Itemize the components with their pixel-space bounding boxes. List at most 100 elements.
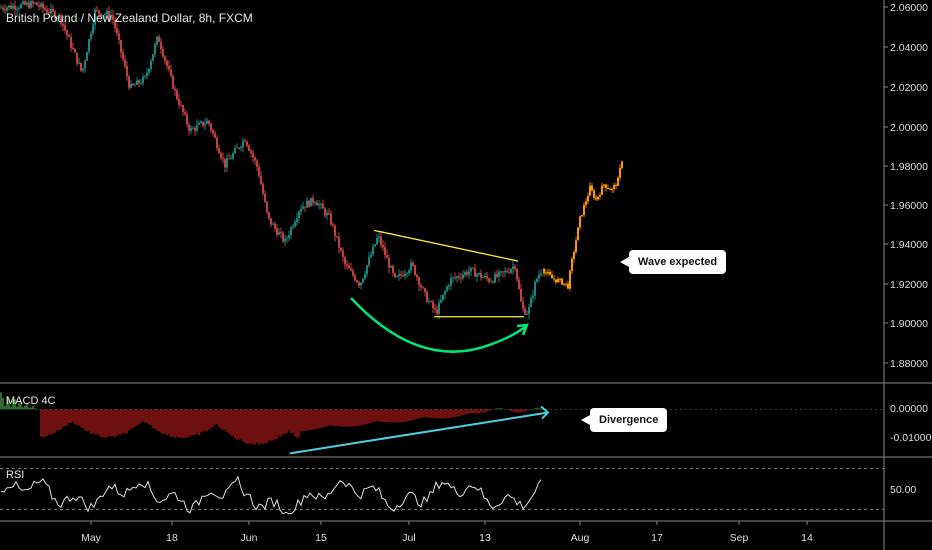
candle-body bbox=[116, 28, 118, 34]
candle-body bbox=[524, 308, 526, 315]
candle-body bbox=[30, 1, 32, 8]
candle-body bbox=[12, 5, 14, 9]
candle-body bbox=[414, 265, 416, 275]
candle-body bbox=[368, 257, 370, 266]
candle-body bbox=[100, 13, 102, 17]
candle-body bbox=[392, 266, 394, 273]
candle-body bbox=[432, 301, 434, 309]
candle-body bbox=[170, 69, 172, 76]
candle-body bbox=[20, 4, 22, 8]
candle-body bbox=[206, 120, 208, 124]
candle-body bbox=[216, 137, 218, 149]
candle-body bbox=[156, 36, 158, 45]
projection-body bbox=[561, 278, 563, 285]
candle-body bbox=[92, 24, 94, 34]
candle-body bbox=[126, 66, 128, 77]
candle-body bbox=[36, 2, 38, 6]
candle-body bbox=[200, 121, 202, 123]
candle-body bbox=[370, 254, 372, 258]
candle-body bbox=[142, 76, 144, 84]
candle-body bbox=[340, 247, 342, 251]
time-tick-label: 14 bbox=[801, 532, 813, 544]
candle-body bbox=[536, 278, 538, 282]
candle-body bbox=[462, 274, 464, 279]
candle-body bbox=[130, 83, 132, 88]
candle-body bbox=[54, 11, 56, 19]
candle-body bbox=[98, 10, 100, 14]
macd-tick-label: -0.01000 bbox=[890, 432, 932, 444]
candle-body bbox=[352, 270, 354, 276]
candle-body bbox=[306, 200, 308, 208]
candle-body bbox=[68, 35, 70, 38]
candle-body bbox=[394, 272, 396, 278]
candle-body bbox=[240, 146, 242, 149]
time-tick-label: 13 bbox=[479, 532, 491, 544]
candle-body bbox=[234, 148, 236, 154]
candle-body bbox=[96, 9, 98, 11]
divergence-callout: Divergence bbox=[580, 408, 668, 432]
candle-body bbox=[416, 274, 418, 278]
candle-body bbox=[42, 3, 44, 9]
candle-body bbox=[514, 266, 516, 269]
candle-body bbox=[56, 17, 58, 19]
candle-body bbox=[374, 244, 376, 247]
candle-body bbox=[46, 9, 48, 13]
candle-body bbox=[540, 273, 542, 276]
candle-body bbox=[488, 278, 490, 282]
candle-body bbox=[388, 257, 390, 268]
candle-body bbox=[330, 213, 332, 225]
candle-body bbox=[332, 224, 334, 226]
candle-body bbox=[76, 52, 78, 64]
candle-body bbox=[396, 276, 398, 278]
candle-body bbox=[298, 211, 300, 219]
candle-body bbox=[478, 273, 480, 275]
candle-body bbox=[184, 111, 186, 115]
candle-body bbox=[254, 157, 256, 161]
projection-body bbox=[619, 167, 621, 178]
candle-body bbox=[2, 7, 4, 10]
candle-body bbox=[274, 223, 276, 229]
projection-body bbox=[585, 201, 587, 205]
candle-body bbox=[86, 52, 88, 61]
candle-body bbox=[530, 297, 532, 308]
candle-body bbox=[512, 266, 514, 270]
candle-body bbox=[160, 41, 162, 50]
candle-body bbox=[70, 37, 72, 48]
candle-body bbox=[418, 277, 420, 286]
curve-arrowhead bbox=[516, 323, 529, 336]
candle-body bbox=[118, 33, 120, 40]
candle-body bbox=[312, 197, 314, 203]
price-tick-label: 2.06000 bbox=[890, 2, 928, 14]
candle-body bbox=[94, 9, 96, 25]
projection-body bbox=[599, 194, 601, 197]
candle-body bbox=[296, 218, 298, 222]
candle-body bbox=[526, 314, 528, 315]
candle-body bbox=[58, 14, 60, 18]
candle-body bbox=[244, 140, 246, 142]
projection-body bbox=[569, 270, 571, 289]
candle-body bbox=[74, 48, 76, 53]
candle-body bbox=[166, 60, 168, 67]
projection-body bbox=[579, 216, 581, 228]
projection-body bbox=[567, 283, 569, 289]
candle-body bbox=[470, 267, 472, 272]
candle-body bbox=[310, 197, 312, 207]
candle-body bbox=[434, 308, 436, 310]
candle-body bbox=[152, 54, 154, 62]
candle-body bbox=[342, 250, 344, 258]
candle-body bbox=[230, 158, 232, 160]
rsi-series-line bbox=[0, 475, 542, 515]
candle-body bbox=[62, 23, 64, 26]
wave-expected-callout: Wave expected bbox=[619, 250, 727, 274]
projection-body bbox=[595, 197, 597, 200]
macd-tick-label: 0.00000 bbox=[890, 403, 928, 415]
candle-body bbox=[202, 121, 204, 126]
candle-body bbox=[182, 105, 184, 112]
price-tick-label: 1.92000 bbox=[890, 279, 928, 291]
candle-body bbox=[138, 80, 140, 84]
candle-body bbox=[484, 275, 486, 277]
candle-body bbox=[50, 8, 52, 14]
candle-body bbox=[294, 221, 296, 227]
candle-body bbox=[516, 268, 518, 280]
